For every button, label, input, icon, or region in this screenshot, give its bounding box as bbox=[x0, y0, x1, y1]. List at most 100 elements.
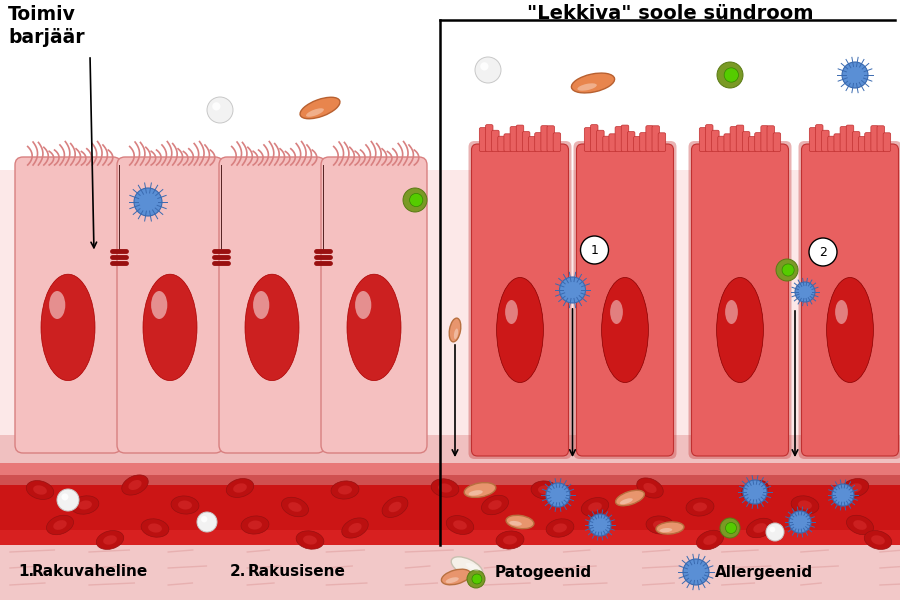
Text: 2.: 2. bbox=[230, 565, 247, 580]
Bar bbox=[0, 463, 900, 477]
Ellipse shape bbox=[342, 518, 368, 538]
FancyBboxPatch shape bbox=[822, 130, 829, 151]
Circle shape bbox=[683, 559, 709, 585]
FancyBboxPatch shape bbox=[852, 131, 860, 151]
Ellipse shape bbox=[178, 500, 192, 509]
Ellipse shape bbox=[446, 577, 459, 583]
FancyBboxPatch shape bbox=[749, 136, 756, 151]
Ellipse shape bbox=[288, 502, 302, 512]
Ellipse shape bbox=[248, 520, 262, 530]
FancyBboxPatch shape bbox=[646, 125, 653, 151]
Ellipse shape bbox=[656, 522, 684, 534]
Text: "Lekkiva" soole sündroom: "Lekkiva" soole sündroom bbox=[526, 4, 814, 23]
Text: 2: 2 bbox=[819, 245, 827, 259]
Text: Toimiv
barjäär: Toimiv barjäär bbox=[8, 5, 85, 47]
FancyBboxPatch shape bbox=[480, 128, 487, 151]
FancyBboxPatch shape bbox=[609, 134, 617, 151]
Bar bbox=[0, 0, 900, 170]
Ellipse shape bbox=[538, 485, 552, 494]
Ellipse shape bbox=[505, 300, 518, 324]
FancyBboxPatch shape bbox=[535, 133, 542, 151]
Circle shape bbox=[770, 527, 776, 532]
Circle shape bbox=[724, 68, 738, 82]
FancyBboxPatch shape bbox=[485, 125, 493, 151]
FancyBboxPatch shape bbox=[117, 157, 223, 453]
FancyBboxPatch shape bbox=[834, 134, 842, 151]
Circle shape bbox=[725, 523, 736, 533]
Circle shape bbox=[589, 514, 611, 536]
FancyBboxPatch shape bbox=[577, 144, 673, 456]
Ellipse shape bbox=[826, 277, 873, 383]
Circle shape bbox=[134, 188, 162, 216]
Circle shape bbox=[717, 62, 743, 88]
Ellipse shape bbox=[506, 515, 534, 529]
Ellipse shape bbox=[791, 496, 819, 514]
FancyBboxPatch shape bbox=[840, 127, 848, 151]
Bar bbox=[0, 435, 900, 465]
Ellipse shape bbox=[465, 563, 480, 571]
FancyBboxPatch shape bbox=[846, 125, 854, 151]
Text: Rakusisene: Rakusisene bbox=[248, 565, 346, 580]
FancyBboxPatch shape bbox=[691, 144, 788, 456]
Circle shape bbox=[212, 102, 220, 110]
Circle shape bbox=[743, 480, 767, 504]
FancyBboxPatch shape bbox=[767, 126, 775, 151]
Ellipse shape bbox=[33, 485, 47, 495]
FancyBboxPatch shape bbox=[517, 125, 524, 151]
Ellipse shape bbox=[482, 495, 508, 515]
FancyBboxPatch shape bbox=[504, 134, 511, 151]
Ellipse shape bbox=[578, 83, 597, 91]
Ellipse shape bbox=[245, 274, 299, 380]
FancyBboxPatch shape bbox=[597, 130, 604, 151]
Ellipse shape bbox=[693, 502, 707, 512]
Ellipse shape bbox=[47, 515, 74, 535]
Circle shape bbox=[832, 484, 854, 506]
Ellipse shape bbox=[148, 523, 162, 533]
FancyBboxPatch shape bbox=[699, 128, 707, 151]
Ellipse shape bbox=[746, 518, 773, 538]
Ellipse shape bbox=[572, 73, 615, 93]
FancyBboxPatch shape bbox=[584, 128, 592, 151]
FancyBboxPatch shape bbox=[718, 136, 725, 151]
FancyBboxPatch shape bbox=[658, 133, 666, 151]
FancyBboxPatch shape bbox=[706, 125, 713, 151]
FancyBboxPatch shape bbox=[724, 134, 732, 151]
Ellipse shape bbox=[601, 277, 648, 383]
Ellipse shape bbox=[531, 481, 559, 499]
FancyBboxPatch shape bbox=[498, 136, 505, 151]
Bar bbox=[0, 485, 900, 545]
Ellipse shape bbox=[637, 478, 663, 498]
FancyBboxPatch shape bbox=[634, 136, 641, 151]
Circle shape bbox=[201, 516, 207, 523]
Ellipse shape bbox=[151, 291, 167, 319]
Ellipse shape bbox=[853, 520, 867, 530]
FancyBboxPatch shape bbox=[798, 141, 900, 459]
Circle shape bbox=[475, 57, 501, 83]
FancyBboxPatch shape bbox=[859, 136, 866, 151]
Ellipse shape bbox=[348, 523, 362, 533]
FancyBboxPatch shape bbox=[321, 157, 427, 453]
Ellipse shape bbox=[644, 483, 657, 493]
FancyBboxPatch shape bbox=[469, 141, 572, 459]
FancyBboxPatch shape bbox=[730, 127, 738, 151]
Ellipse shape bbox=[464, 482, 496, 497]
Ellipse shape bbox=[296, 531, 324, 549]
FancyBboxPatch shape bbox=[528, 136, 536, 151]
FancyBboxPatch shape bbox=[755, 133, 762, 151]
Ellipse shape bbox=[748, 485, 761, 495]
Ellipse shape bbox=[441, 569, 471, 585]
FancyBboxPatch shape bbox=[828, 136, 835, 151]
Ellipse shape bbox=[141, 519, 169, 537]
FancyBboxPatch shape bbox=[15, 157, 121, 453]
Ellipse shape bbox=[226, 479, 254, 497]
Ellipse shape bbox=[71, 496, 99, 514]
Bar bbox=[0, 545, 900, 600]
Ellipse shape bbox=[26, 481, 54, 499]
Ellipse shape bbox=[446, 515, 473, 535]
Ellipse shape bbox=[356, 291, 372, 319]
Ellipse shape bbox=[742, 480, 769, 500]
Ellipse shape bbox=[616, 490, 644, 506]
Ellipse shape bbox=[496, 531, 524, 549]
Ellipse shape bbox=[581, 497, 608, 517]
FancyBboxPatch shape bbox=[615, 127, 623, 151]
